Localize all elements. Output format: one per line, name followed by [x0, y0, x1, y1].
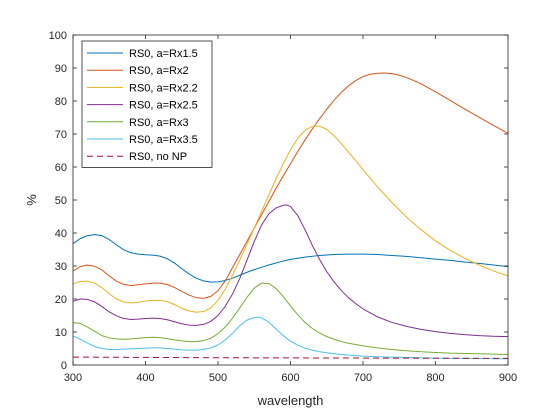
- legend-label-7: RS0, no NP: [129, 151, 187, 163]
- y-tick-label: 60: [55, 162, 67, 174]
- x-tick-label: 500: [209, 372, 227, 384]
- y-tick-label: 70: [55, 129, 67, 141]
- y-tick-label: 0: [61, 360, 67, 372]
- y-tick-label: 80: [55, 96, 67, 108]
- x-tick-label: 700: [354, 372, 372, 384]
- legend: RS0, a=Rx1.5 RS0, a=Rx2 RS0, a=Rx2.2 RS0, a…: [82, 41, 212, 167]
- legend-label-2: RS0, a=Rx2: [129, 65, 189, 77]
- y-axis-title: %: [24, 194, 39, 206]
- y-tick-label: 40: [55, 228, 67, 240]
- x-tick-label: 900: [499, 372, 517, 384]
- x-tick-label: 800: [426, 372, 444, 384]
- x-axis-title: wavelength: [257, 393, 324, 408]
- y-tick-label: 50: [55, 195, 67, 207]
- y-tick-label: 100: [49, 30, 67, 42]
- y-tick-label: 90: [55, 63, 67, 75]
- x-tick-label: 600: [281, 372, 299, 384]
- legend-label-6: RS0, a=Rx3.5: [129, 134, 198, 146]
- legend-label-1: RS0, a=Rx1.5: [129, 48, 198, 60]
- y-tick-label: 20: [55, 294, 67, 306]
- y-tick-label: 30: [55, 261, 67, 273]
- x-tick-label: 300: [64, 372, 82, 384]
- x-tick-label: 400: [136, 372, 154, 384]
- legend-label-3: RS0, a=Rx2.2: [129, 82, 198, 94]
- legend-label-5: RS0, a=Rx3: [129, 117, 189, 129]
- legend-label-4: RS0, a=Rx2.5: [129, 100, 198, 112]
- y-tick-label: 10: [55, 327, 67, 339]
